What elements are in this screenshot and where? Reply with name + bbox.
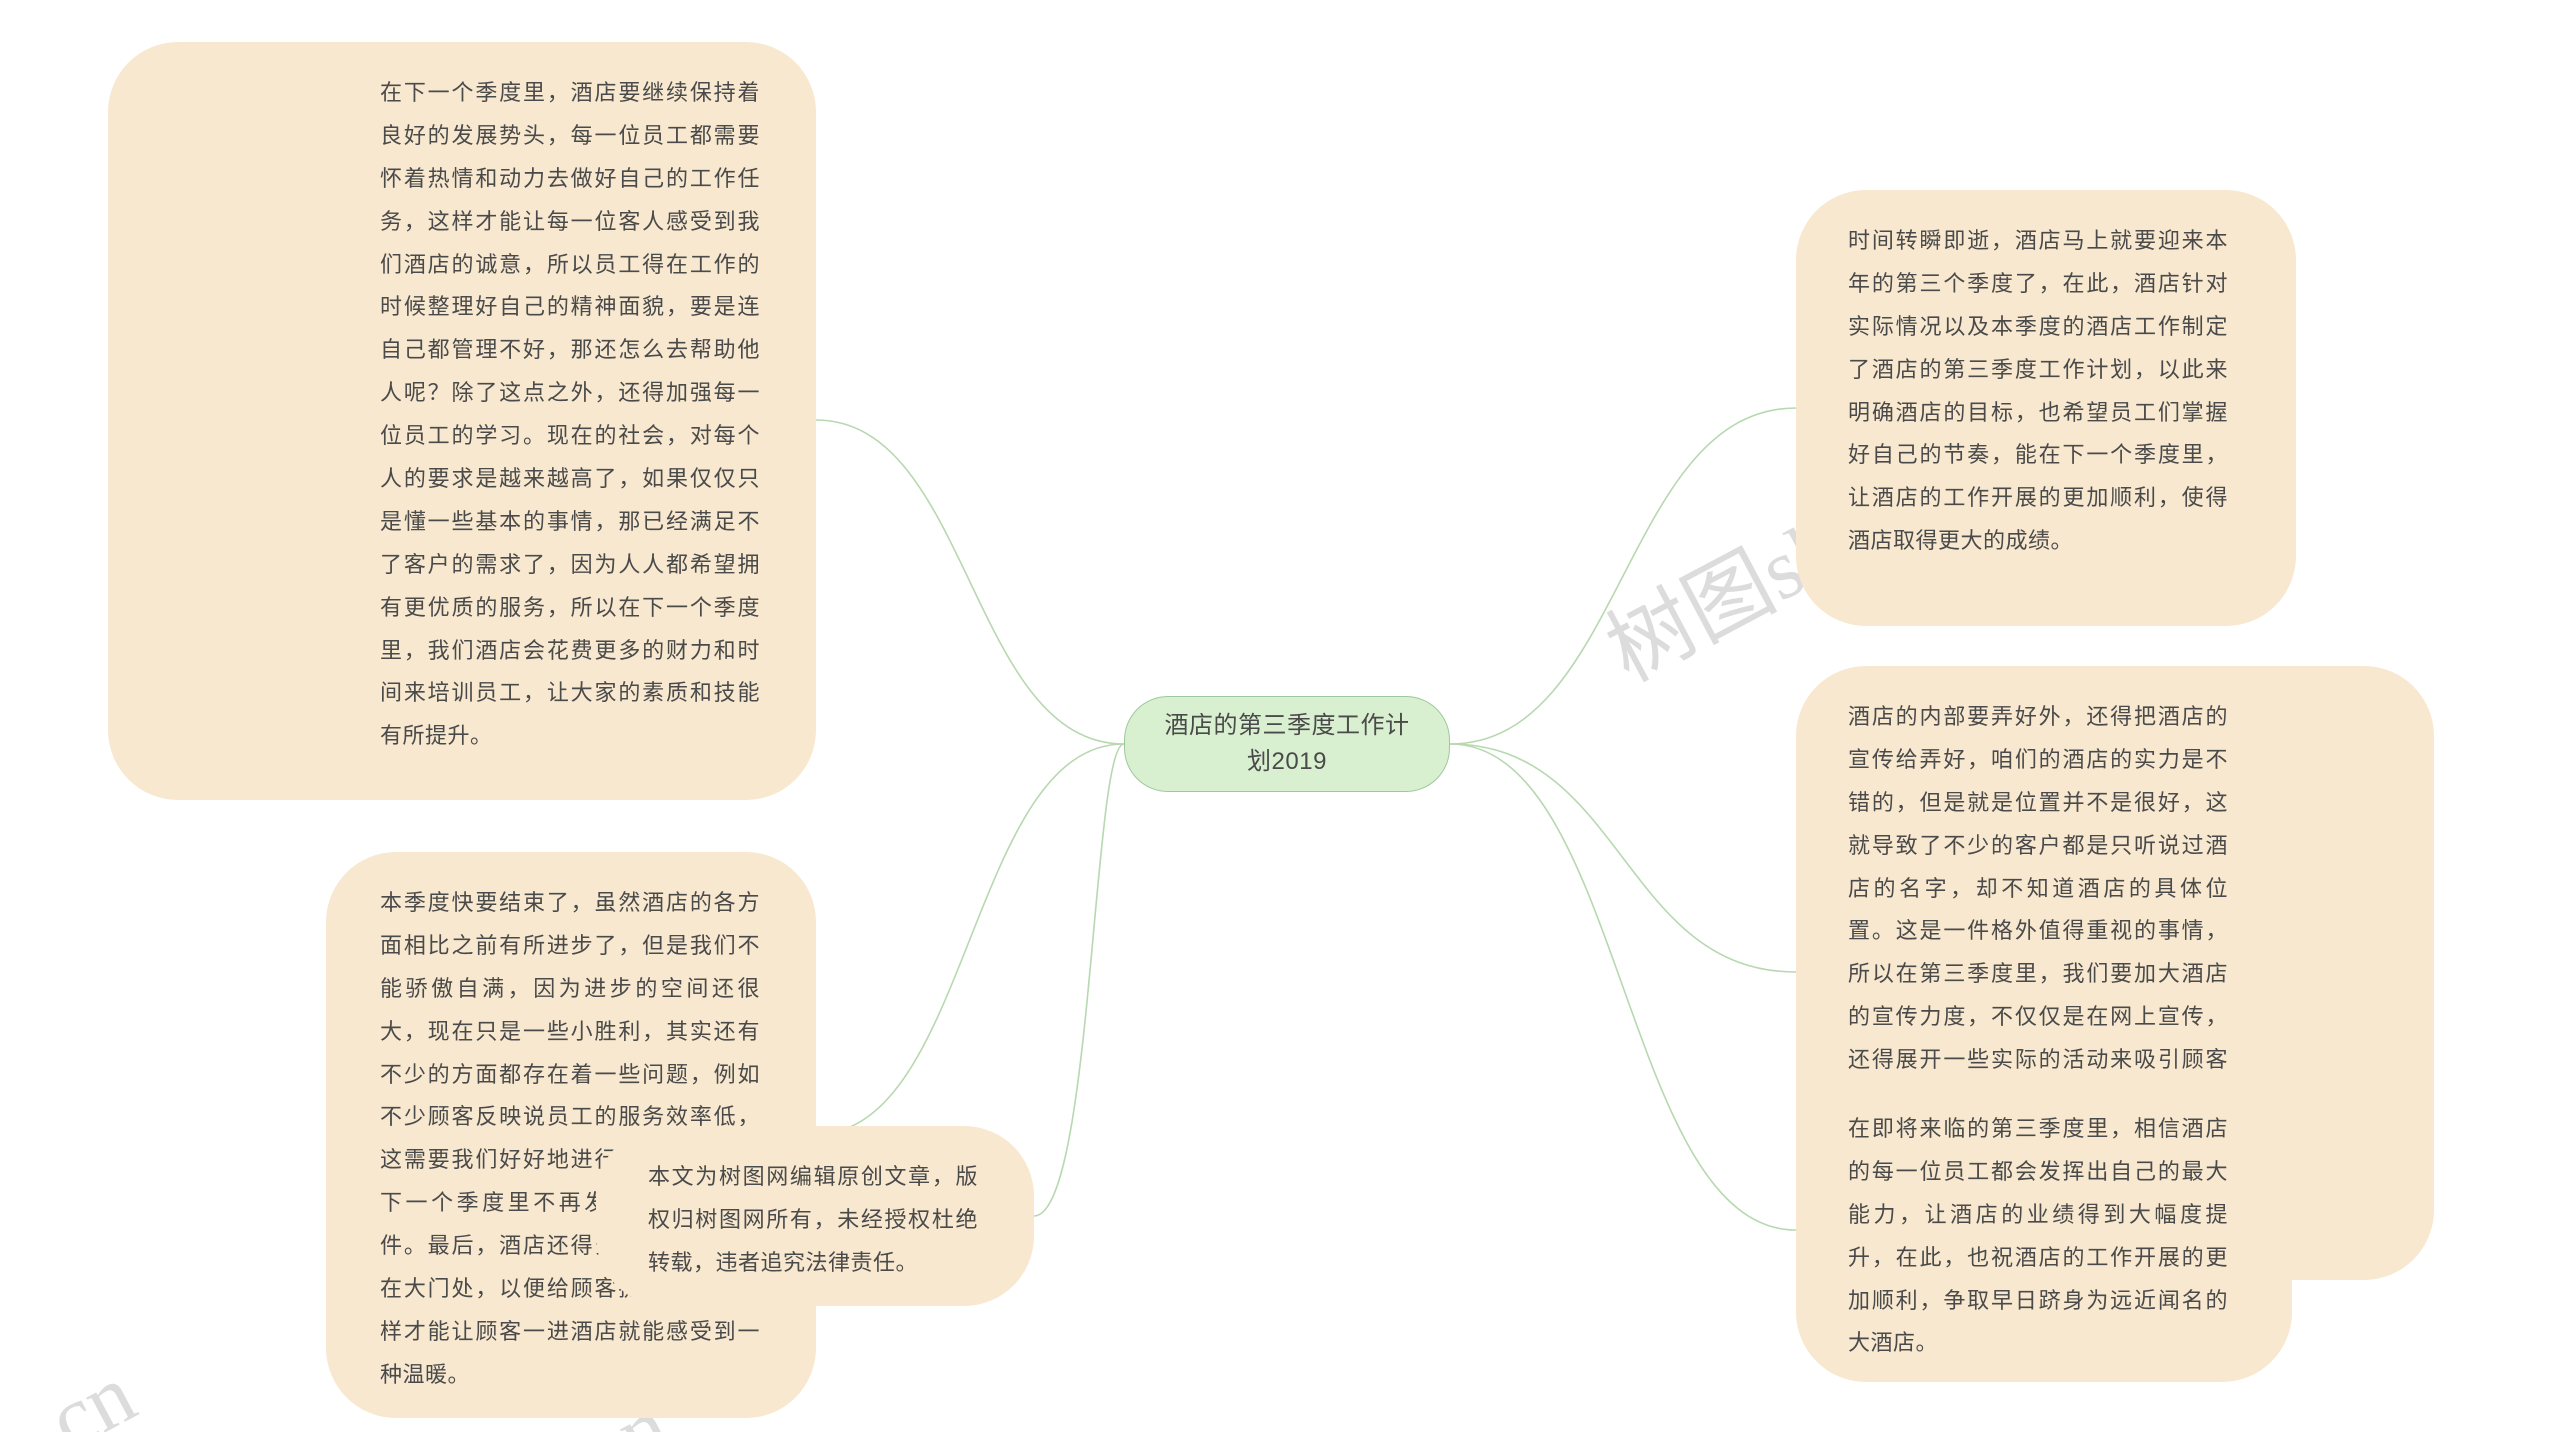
connector-r3 <box>1450 744 1796 1230</box>
branch-node-l1[interactable]: 在下一个季度里，酒店要继续保持着良好的发展势头，每一位员工都需要怀着热情和动力去… <box>108 42 816 800</box>
branch-text: 时间转瞬即逝，酒店马上就要迎来本年的第三个季度了，在此，酒店针对实际情况以及本季… <box>1848 220 2228 563</box>
watermark: .cn <box>13 1344 151 1432</box>
watermark: .cn <box>2333 1396 2471 1432</box>
branch-text: 在即将来临的第三季度里，相信酒店的每一位员工都会发挥出自己的最大能力，让酒店的业… <box>1848 1108 2228 1365</box>
branch-node-r3[interactable]: 在即将来临的第三季度里，相信酒店的每一位员工都会发挥出自己的最大能力，让酒店的业… <box>1796 1078 2292 1382</box>
center-node[interactable]: 酒店的第三季度工作计划2019 <box>1124 696 1450 792</box>
branch-node-l3[interactable]: 本文为树图网编辑原创文章，版权归树图网所有，未经授权杜绝转载，违者追究法律责任。 <box>596 1126 1034 1306</box>
mindmap-canvas: 树图shutu.cn树图shutu.cn.cnu.cn.cn在下一个季度里，酒店… <box>0 0 2560 1432</box>
connector-r1 <box>1450 408 1796 744</box>
connector-l1 <box>816 420 1124 744</box>
connector-l3 <box>1034 744 1124 1216</box>
connector-l2 <box>816 744 1124 1134</box>
connector-r2 <box>1450 744 1796 972</box>
branch-text: 在下一个季度里，酒店要继续保持着良好的发展势头，每一位员工都需要怀着热情和动力去… <box>380 72 760 758</box>
branch-node-r1[interactable]: 时间转瞬即逝，酒店马上就要迎来本年的第三个季度了，在此，酒店针对实际情况以及本季… <box>1796 190 2296 626</box>
center-title: 酒店的第三季度工作计划2019 <box>1153 708 1421 780</box>
branch-text: 本文为树图网编辑原创文章，版权归树图网所有，未经授权杜绝转载，违者追究法律责任。 <box>648 1156 978 1285</box>
